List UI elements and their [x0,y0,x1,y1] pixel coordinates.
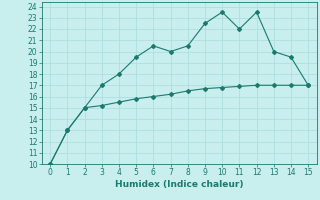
X-axis label: Humidex (Indice chaleur): Humidex (Indice chaleur) [115,180,244,189]
